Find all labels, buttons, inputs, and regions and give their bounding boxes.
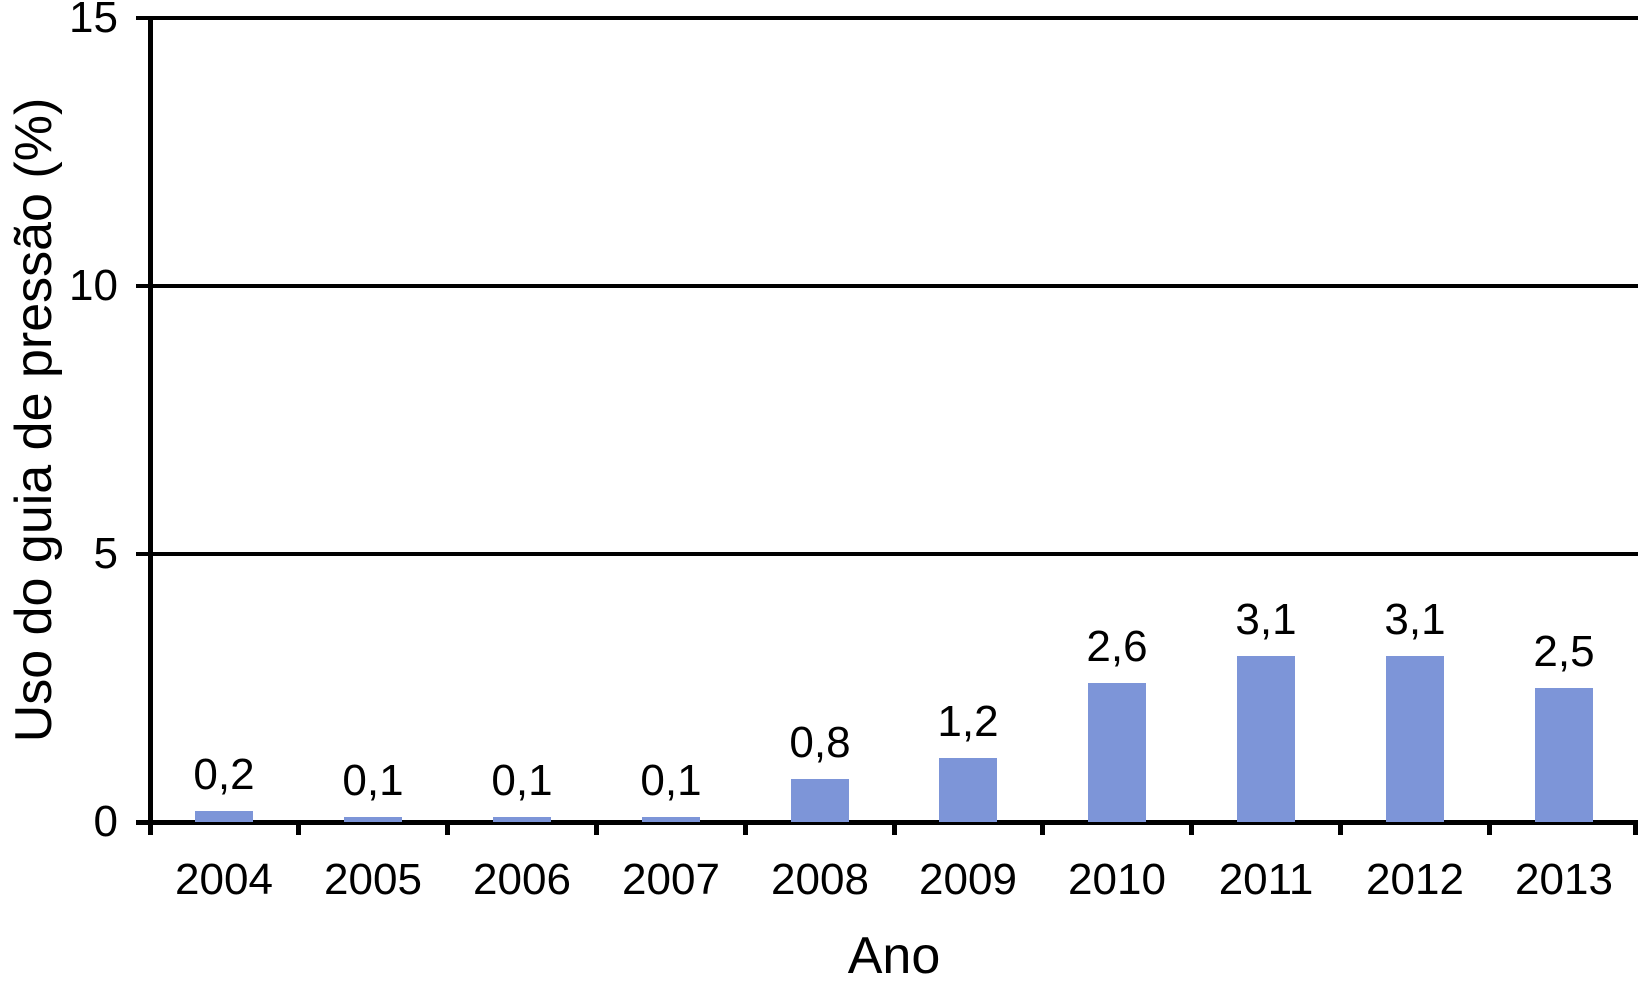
x-tick: [445, 822, 450, 835]
y-tick-label-5: 5: [93, 529, 118, 578]
x-axis-title: Ano: [847, 927, 941, 985]
bar-2010: [1088, 683, 1146, 822]
bar-value-label-2012: 3,1: [1384, 595, 1446, 644]
x-tick-label-2008: 2008: [771, 855, 869, 904]
x-tick-label-2009: 2009: [919, 855, 1017, 904]
y-tick-label-0: 0: [93, 797, 118, 846]
x-tick: [594, 822, 599, 835]
bar-2011: [1237, 656, 1295, 822]
y-tick-label-10: 10: [69, 261, 118, 310]
y-axis-title: Uso do guia de pressão (%): [5, 97, 63, 743]
x-tick-label-2011: 2011: [1218, 855, 1314, 904]
x-axis-line: [136, 820, 1638, 825]
bar-value-label-2006: 0,1: [491, 756, 553, 805]
bar-2008: [791, 779, 849, 822]
x-tick: [1338, 822, 1343, 835]
x-tick-label-2006: 2006: [473, 855, 571, 904]
bar-value-label-2013: 2,5: [1533, 627, 1595, 676]
bar-value-label-2004: 0,2: [193, 750, 255, 799]
x-tick-label-2010: 2010: [1068, 855, 1166, 904]
x-tick-label-2007: 2007: [622, 855, 720, 904]
x-tick: [1633, 822, 1638, 835]
y-tick-label-15: 15: [69, 0, 118, 42]
bar-2013: [1535, 688, 1593, 822]
bar-2006: [493, 817, 551, 822]
gridline-15: [136, 16, 1638, 20]
x-tick: [892, 822, 897, 835]
y-axis-line: [148, 16, 153, 835]
bar-value-label-2010: 2,6: [1086, 622, 1148, 671]
x-tick: [296, 822, 301, 835]
bar-2009: [939, 758, 997, 822]
x-tick: [1040, 822, 1045, 835]
bar-value-label-2007: 0,1: [640, 756, 702, 805]
bar-value-label-2005: 0,1: [342, 756, 404, 805]
bar-2007: [642, 817, 700, 822]
x-tick-label-2013: 2013: [1515, 855, 1613, 904]
x-tick: [1487, 822, 1492, 835]
bar-2012: [1386, 656, 1444, 822]
bar-value-label-2011: 3,1: [1235, 595, 1297, 644]
bar-2005: [344, 817, 402, 822]
x-tick-label-2004: 2004: [175, 855, 273, 904]
x-tick-label-2012: 2012: [1366, 855, 1464, 904]
gridline-10: [136, 284, 1638, 288]
bar-value-label-2008: 0,8: [789, 718, 851, 767]
bar-2004: [195, 811, 253, 822]
x-tick: [1189, 822, 1194, 835]
plot-area: 0,2 2004 0,1 2005 0,1 2006 0,1 2007 0,8 2008 1,2 20…: [136, 16, 1638, 902]
bar-value-label-2009: 1,2: [937, 697, 999, 746]
x-tick: [743, 822, 748, 835]
x-tick-label-2005: 2005: [324, 855, 422, 904]
gridline-5: [136, 552, 1638, 556]
